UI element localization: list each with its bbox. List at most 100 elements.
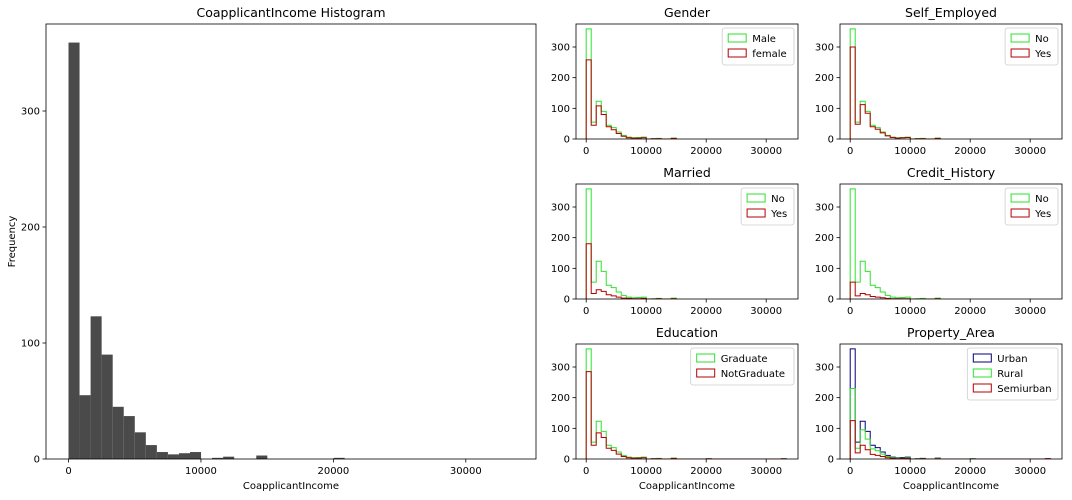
y-axis-label: Frequency — [7, 216, 18, 268]
x-tick-label: 0 — [847, 466, 853, 477]
series-line-male — [585, 28, 677, 139]
x-tick-label: 0 — [847, 306, 853, 317]
y-tick-label: 0 — [564, 135, 570, 146]
axes-frame — [45, 23, 537, 460]
series-line-yes — [849, 46, 941, 139]
legend-swatch-semiurban — [972, 383, 992, 393]
x-tick-label: 30000 — [750, 466, 782, 477]
legend: No Yes — [1004, 187, 1059, 226]
bar — [212, 457, 224, 459]
x-tick-label: 30000 — [450, 466, 482, 477]
legend-label-yes: Yes — [1034, 49, 1051, 60]
x-tick-label: 20000 — [690, 466, 722, 477]
y-tick-label: 200 — [815, 73, 834, 84]
plot-area — [585, 348, 787, 459]
bar — [134, 432, 146, 459]
y-tick-label: 200 — [551, 233, 570, 244]
legend: Male female — [721, 27, 795, 66]
plot-area — [849, 188, 941, 299]
bar — [178, 453, 191, 459]
axes-frame — [575, 23, 799, 140]
x-tick-label: 10000 — [630, 466, 662, 477]
legend: No Yes — [1004, 27, 1059, 66]
axes-frame — [839, 183, 1063, 300]
legend-label-semiurban: Semiurban — [997, 384, 1051, 395]
legend-swatch-female — [727, 48, 747, 58]
y-tick-label: 300 — [815, 363, 834, 374]
x-tick-label: 0 — [583, 466, 589, 477]
legend-label-no: No — [771, 194, 785, 205]
chart-property-area: 0 10000 20000 30000 0 100 200 300 Property_Area C… — [815, 325, 1063, 492]
x-tick-label: 20000 — [317, 466, 349, 477]
y-tick-label: 100 — [21, 339, 40, 350]
x-tick-label: 10000 — [185, 466, 217, 477]
y-tick-label: 200 — [551, 73, 570, 84]
legend-label-male: Male — [752, 34, 776, 45]
series-line-semiurban — [849, 420, 1051, 459]
x-tick-label: 10000 — [894, 306, 926, 317]
legend: No Yes — [740, 187, 795, 226]
bar — [79, 395, 91, 459]
chart-education: 0 10000 20000 30000 0 100 200 300 Education Coapp… — [551, 325, 799, 492]
legend-label-graduate: Graduate — [721, 354, 768, 365]
x-tick-label: 30000 — [1014, 466, 1046, 477]
x-tick-label: 0 — [583, 146, 589, 157]
legend-swatch-yes — [1010, 48, 1030, 58]
legend-swatch-graduate — [696, 353, 716, 363]
x-tick-label: 20000 — [954, 306, 986, 317]
series-line-no — [849, 188, 941, 299]
chart-title: Self_Employed — [905, 5, 997, 20]
y-tick-label: 300 — [551, 43, 570, 54]
legend: Urban Rural Semiurban — [966, 347, 1059, 401]
series-line-urban — [849, 348, 1051, 459]
x-tick-label: 20000 — [690, 146, 722, 157]
chart-main: 0 10000 20000 30000 0 100 200 300 CoapplicantInc… — [7, 5, 537, 492]
y-tick-label: 200 — [815, 233, 834, 244]
legend-swatch-notgraduate — [696, 368, 716, 378]
chart-credit-history: 0 10000 20000 30000 0 100 200 300 Credit_History… — [815, 165, 1063, 317]
x-tick-label: 20000 — [954, 466, 986, 477]
series-line-no — [585, 188, 677, 299]
series-line-yes — [849, 281, 941, 299]
x-axis-label: CoapplicantIncome — [903, 481, 999, 492]
y-tick-label: 200 — [815, 393, 834, 404]
bar — [156, 452, 168, 459]
bar — [145, 445, 157, 459]
x-tick-label: 10000 — [894, 146, 926, 157]
x-tick-label: 30000 — [750, 306, 782, 317]
series-line-notgraduate — [585, 371, 787, 459]
plot-area — [585, 28, 677, 139]
x-tick-label: 20000 — [954, 146, 986, 157]
y-tick-label: 100 — [551, 264, 570, 275]
y-tick-label: 0 — [34, 455, 40, 466]
plot-area — [849, 348, 1051, 459]
bar — [333, 457, 345, 459]
y-tick-label: 300 — [815, 43, 834, 54]
y-tick-label: 0 — [564, 295, 570, 306]
chart-title: Property_Area — [907, 325, 995, 340]
y-tick-label: 0 — [828, 295, 834, 306]
chart-title: CoapplicantIncome Histogram — [196, 5, 385, 20]
chart-gender: 0 10000 20000 30000 0 100 200 300 Gender Male fema… — [551, 5, 799, 157]
bar — [68, 42, 80, 459]
bar — [101, 354, 113, 459]
plot-area — [68, 42, 345, 459]
y-tick-label: 200 — [551, 393, 570, 404]
x-tick-label: 10000 — [894, 466, 926, 477]
series-line-rural — [849, 387, 1051, 459]
chart-title: Married — [663, 165, 711, 180]
y-tick-label: 100 — [551, 424, 570, 435]
legend-swatch-male — [727, 33, 747, 43]
y-tick-label: 300 — [551, 203, 570, 214]
x-tick-label: 30000 — [750, 146, 782, 157]
legend-label-notgraduate: NotGraduate — [721, 369, 785, 380]
y-tick-label: 300 — [815, 203, 834, 214]
legend-swatch-yes — [1010, 208, 1030, 218]
x-tick-label: 0 — [65, 466, 71, 477]
bar — [256, 455, 268, 459]
bar — [223, 456, 235, 459]
x-tick-label: 10000 — [630, 306, 662, 317]
x-axis-label: CoapplicantIncome — [243, 481, 339, 492]
